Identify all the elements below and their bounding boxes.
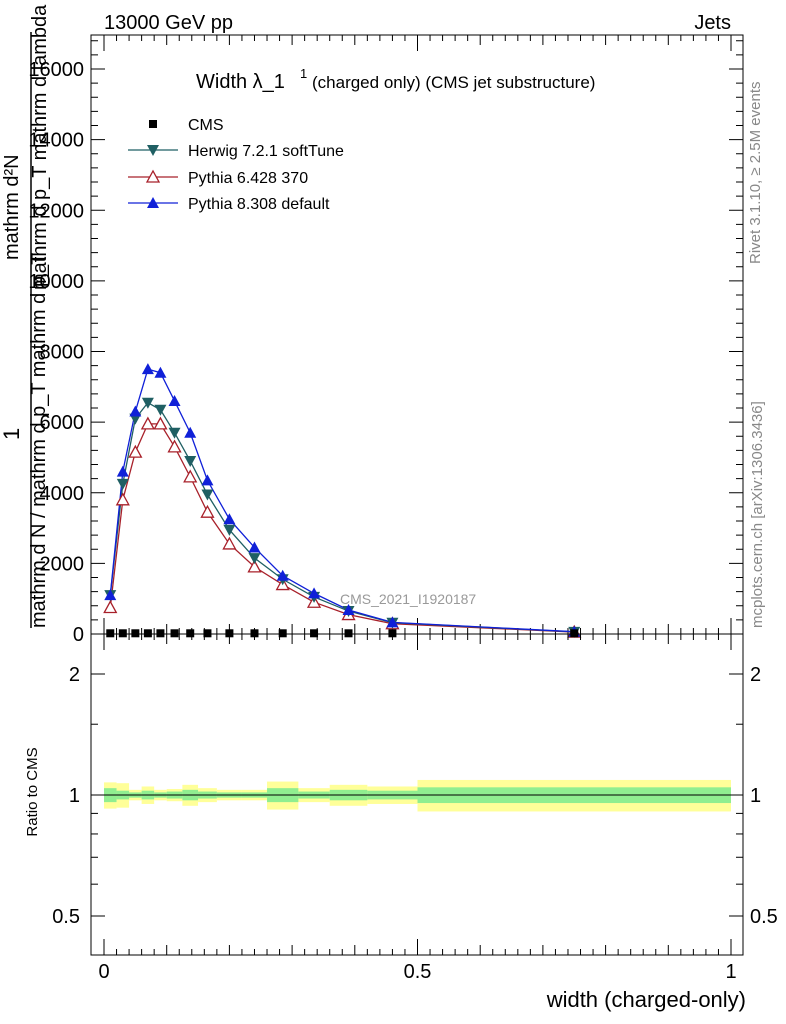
- series-point-3: [201, 474, 214, 486]
- main-ytick-label: 2000: [40, 553, 85, 575]
- main-ytick-label: 14000: [28, 130, 84, 152]
- legend-marker: [147, 197, 159, 208]
- series-point-3: [342, 603, 355, 615]
- series-point-2: [153, 416, 168, 430]
- ratio-ytick-label-right: 2: [750, 664, 761, 686]
- xtick-label: 1: [725, 961, 736, 983]
- series-point-3: [141, 363, 154, 375]
- ratio-ytick-label-right: 1: [750, 785, 761, 807]
- cms-data-point: [388, 629, 397, 638]
- legend-label: CMS: [188, 117, 224, 134]
- series-point-2: [200, 504, 215, 518]
- ylabel-main-numerator: mathrm d²N: [1, 154, 23, 260]
- header-process: Jets: [694, 12, 731, 34]
- series-point-3: [154, 366, 167, 378]
- series-point-1: [201, 489, 214, 501]
- ratio-axis-ticks: [91, 634, 743, 955]
- analysis-watermark: CMS_2021_I1920187: [340, 591, 476, 607]
- series-point-2: [247, 559, 262, 573]
- mcplots-source-label: mcplots.cern.ch [arXiv:1306.3436]: [749, 401, 766, 628]
- cms-data-point: [344, 629, 353, 638]
- title-superscript: 1: [300, 66, 307, 81]
- series-point-3: [168, 394, 181, 406]
- ratio-axis-label: Ratio to CMS: [24, 747, 41, 836]
- legend-marker: [147, 145, 159, 156]
- main-ytick-label: 10000: [28, 271, 84, 293]
- title-main: Width λ_1: [196, 71, 285, 93]
- ylabel-fraction-denominator: mathrm d N / mathrm d p_T mathrm d p_T: [28, 253, 50, 628]
- cms-data-point: [106, 629, 115, 638]
- cms-data-point: [225, 629, 234, 638]
- legend-marker: [145, 169, 161, 183]
- header-energy: 13000 GeV pp: [104, 12, 233, 34]
- series-point-2: [222, 536, 237, 550]
- ylabel-fraction-numerator: 1: [0, 428, 24, 440]
- series-point-1: [248, 553, 261, 565]
- legend-label: Pythia 8.308 default: [188, 196, 330, 213]
- legend-marker: [149, 120, 157, 128]
- plot-title: Width λ_1 1 (charged only) (CMS jet subs…: [196, 66, 595, 93]
- main-ytick-label: 12000: [28, 200, 84, 222]
- x-axis-label: width (charged-only): [546, 987, 746, 1012]
- series-point-3: [248, 541, 261, 553]
- ylabel-main-denominator: mathrm d p_T mathrm d lambda: [29, 4, 51, 290]
- series-point-1: [141, 397, 154, 409]
- ratio-ytick-labels: 0.5 0.5 1 1 2 2: [52, 664, 778, 928]
- ratio-uncertainty-band: [104, 779, 731, 812]
- series-point-3: [223, 513, 236, 525]
- series-point-3: [104, 589, 117, 601]
- cms-data-point: [203, 629, 212, 638]
- cms-data-point: [143, 629, 152, 638]
- cms-data-point: [186, 629, 195, 638]
- series-point-1: [154, 404, 167, 416]
- series-layer: [103, 363, 582, 638]
- series-point-2: [115, 492, 130, 506]
- cms-data-point: [156, 629, 165, 638]
- series-point-2: [167, 439, 182, 453]
- main-ytick-labels: 0 2000 4000 6000 8000 10000 12000 14000 16000: [28, 59, 84, 646]
- series-point-3: [116, 465, 129, 477]
- legend-label: Pythia 6.428 370: [188, 170, 308, 187]
- series-point-2: [183, 469, 198, 483]
- series-point-1: [116, 478, 129, 490]
- series-point-2: [140, 416, 155, 430]
- ratio-ytick-label-left: 0.5: [52, 906, 80, 928]
- xtick-label: 0: [98, 961, 109, 983]
- main-ytick-label: 6000: [40, 412, 85, 434]
- series-point-1: [168, 427, 181, 439]
- cms-data-point: [310, 629, 319, 638]
- xtick-labels: 0 0.5 1: [98, 961, 736, 983]
- series-point-3: [386, 616, 399, 628]
- main-ytick-label: 16000: [28, 59, 84, 81]
- series-point-2: [128, 444, 143, 458]
- legend: CMS Herwig 7.2.1 softTune Pythia 6.428 370…: [128, 117, 344, 213]
- ratio-ytick-label-right: 0.5: [750, 906, 778, 928]
- cms-data-point: [170, 629, 179, 638]
- series-point-3: [129, 405, 142, 417]
- cms-data-point: [131, 629, 140, 638]
- main-ytick-label: 4000: [40, 483, 85, 505]
- cms-data-point: [570, 629, 579, 638]
- ratio-ytick-label-left: 2: [69, 664, 80, 686]
- main-ytick-label: 0: [73, 624, 84, 646]
- series-point-2: [103, 600, 118, 614]
- series-point-1: [223, 524, 236, 536]
- cms-data-point: [118, 629, 127, 638]
- series-point-3: [184, 426, 197, 438]
- rivet-version-label: Rivet 3.1.10, ≥ 2.5M events: [747, 82, 764, 265]
- title-rest: (charged only) (CMS jet substructure): [312, 73, 595, 92]
- cms-data-point: [278, 629, 287, 638]
- series-point-3: [308, 587, 321, 599]
- cms-data-point: [250, 629, 259, 638]
- series-point-3: [276, 569, 289, 581]
- xtick-label: 0.5: [404, 961, 432, 983]
- legend-label: Herwig 7.2.1 softTune: [188, 143, 344, 160]
- main-ytick-label: 8000: [40, 342, 85, 364]
- ratio-ytick-label-left: 1: [69, 785, 80, 807]
- series-point-1: [184, 455, 197, 467]
